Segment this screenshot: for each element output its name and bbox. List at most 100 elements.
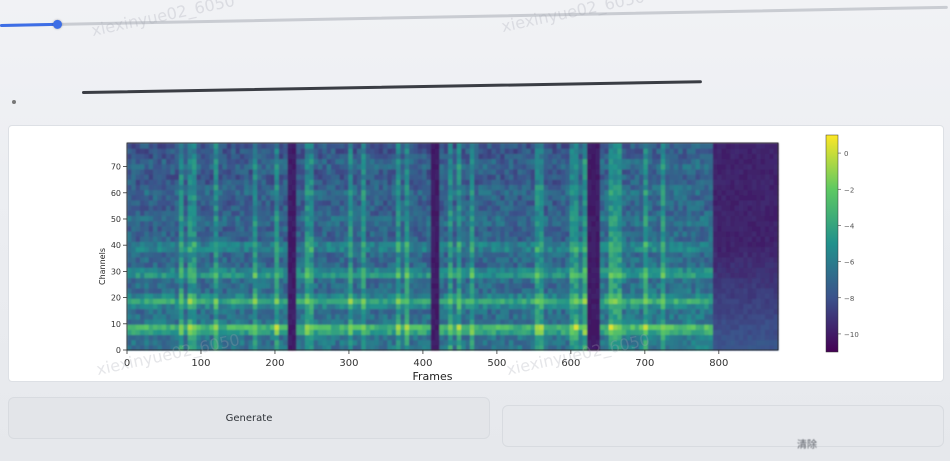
heatmap-cell — [582, 153, 588, 160]
heatmap-cell — [409, 220, 415, 227]
heatmap-cell — [200, 189, 206, 196]
heatmap-cell — [517, 220, 523, 227]
heatmap-cell — [335, 272, 341, 279]
heatmap-cell — [448, 246, 454, 253]
heatmap-cell — [465, 293, 471, 299]
heatmap-cell — [409, 174, 415, 180]
heatmap-cell — [621, 168, 627, 175]
heatmap-cell — [578, 318, 584, 325]
heatmap-cell — [313, 210, 319, 217]
heatmap-cell — [127, 272, 132, 279]
heatmap-cell — [226, 158, 232, 165]
heatmap-cell — [235, 184, 241, 191]
heatmap-cell — [600, 184, 605, 191]
heatmap-cell — [630, 313, 636, 320]
heatmap-cell — [639, 168, 645, 175]
heatmap-cell — [304, 308, 310, 315]
heatmap-cell — [578, 262, 584, 268]
heatmap-cell — [582, 334, 588, 341]
heatmap-cell — [218, 256, 224, 263]
heatmap-cell — [252, 262, 258, 268]
heatmap-cell — [283, 179, 289, 185]
heatmap-cell — [153, 179, 158, 185]
heatmap-cell — [135, 225, 141, 232]
heatmap-cell — [539, 277, 545, 284]
heatmap-cell — [504, 225, 510, 232]
heatmap-cell — [352, 318, 358, 325]
heatmap-cell — [213, 251, 219, 258]
heatmap-cell — [652, 215, 658, 222]
heatmap-cell — [231, 215, 237, 222]
heatmap-cell — [621, 241, 627, 248]
heatmap-cell — [435, 184, 441, 191]
heatmap-cell — [370, 277, 375, 284]
heatmap-cell — [409, 324, 415, 330]
heatmap-cell — [153, 215, 158, 222]
heatmap-cell — [265, 287, 271, 294]
heatmap-cell — [248, 194, 254, 201]
heatmap-cell — [665, 329, 671, 336]
heatmap-cell — [665, 230, 671, 237]
heatmap-cell — [665, 339, 671, 346]
heatmap-cell — [265, 344, 271, 351]
heatmap-cell — [174, 267, 180, 273]
heatmap-cell — [304, 303, 310, 310]
heatmap-cell — [378, 313, 384, 320]
heatmap-cell — [170, 189, 176, 196]
heatmap-cell — [456, 287, 462, 294]
heatmap-cell — [326, 236, 332, 242]
heatmap-cell — [456, 205, 462, 211]
heatmap-cell — [452, 334, 458, 341]
heatmap-cell — [209, 334, 215, 341]
heatmap-cell — [205, 298, 211, 305]
heatmap-cell — [600, 158, 605, 165]
heatmap-cell — [656, 215, 662, 222]
heatmap-cell — [534, 277, 540, 284]
heatmap-cell — [409, 236, 415, 242]
heatmap-cell — [504, 236, 510, 242]
heatmap-cell — [300, 293, 306, 299]
heatmap-cell — [300, 282, 306, 289]
heatmap-cell — [265, 174, 271, 180]
heatmap-cell — [543, 236, 549, 242]
heatmap-cell — [569, 199, 575, 206]
heatmap-cell — [257, 267, 263, 273]
heatmap-cell — [161, 334, 167, 341]
heatmap-cell — [613, 199, 619, 206]
heatmap-cell — [491, 339, 497, 346]
heatmap-cell — [209, 277, 215, 284]
heatmap-cell — [131, 241, 137, 248]
heatmap-cell — [534, 246, 540, 253]
heatmap-cell — [435, 163, 441, 170]
heatmap-cell — [487, 318, 493, 325]
heatmap-cell — [213, 339, 219, 346]
heatmap-cell — [200, 215, 206, 222]
heatmap-cell — [461, 272, 467, 279]
heatmap-cell — [634, 251, 640, 258]
heatmap-cell — [391, 318, 397, 325]
heatmap-cell — [643, 148, 649, 154]
heatmap-cell — [361, 324, 367, 330]
heatmap-cell — [417, 179, 423, 185]
heatmap-cell — [244, 241, 250, 248]
heatmap-cell — [547, 267, 553, 273]
heatmap-cell — [547, 324, 553, 330]
heatmap-cell — [647, 334, 653, 341]
heatmap-cell — [435, 303, 441, 310]
heatmap-cell — [187, 329, 193, 336]
heatmap-cell — [604, 184, 610, 191]
heatmap-cell — [396, 143, 402, 149]
heatmap-cell — [665, 256, 671, 263]
heatmap-cell — [387, 184, 393, 191]
heatmap-cell — [200, 184, 206, 191]
heatmap-cell — [526, 267, 532, 273]
heatmap-cell — [348, 272, 354, 279]
heatmap-cell — [174, 220, 180, 227]
heatmap-cell — [131, 329, 137, 336]
heatmap-cell — [365, 293, 371, 299]
heatmap-cell — [291, 287, 297, 294]
heatmap-cell — [179, 153, 185, 160]
heatmap-cell — [383, 277, 388, 284]
heatmap-cell — [539, 220, 545, 227]
heatmap-cell — [261, 158, 267, 165]
